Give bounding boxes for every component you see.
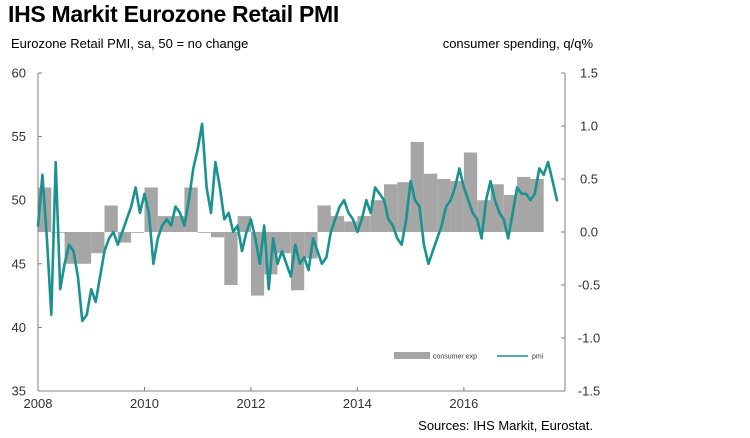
legend-bar-swatch — [394, 352, 430, 359]
x-tick-label: 2008 — [24, 396, 53, 411]
consumer-exp-bar — [437, 179, 451, 232]
x-tick-label: 2016 — [449, 396, 478, 411]
pmi-line-layer — [36, 122, 559, 323]
legend-label-consumer-exp: consumer exp — [433, 354, 477, 361]
consumer-exp-bar — [277, 232, 291, 254]
consumer-exp-bar — [450, 181, 464, 232]
right-tick-label: 0.5 — [580, 172, 598, 187]
x-tick-label: 2010 — [130, 396, 159, 411]
pmi-line — [36, 122, 559, 323]
x-tick-label: 2014 — [343, 396, 372, 411]
consumer-exp-bar — [117, 232, 132, 243]
consumer-exp-bar — [131, 232, 145, 233]
left-tick-label: 55 — [12, 129, 26, 144]
consumer-exp-bar — [144, 187, 158, 232]
right-tick-label: 0.0 — [580, 225, 598, 240]
consumer-exp-bar — [91, 232, 105, 254]
left-tick-label: 60 — [12, 66, 26, 81]
consumer-exp-bar — [517, 176, 531, 232]
consumer-exp-bar — [197, 232, 211, 233]
left-tick-label: 50 — [12, 193, 26, 208]
consumer-exp-bar — [224, 232, 238, 285]
consumer-exp-bar — [384, 184, 398, 232]
consumer-exp-bar — [344, 221, 358, 232]
right-axis-label: consumer spending, q/q% — [442, 36, 593, 51]
left-tick-label: 40 — [12, 320, 26, 335]
chart-axes: 35 40 45 50 55 60 -1.5 -1.0 -0.5 0.0 0.5 1.0 1.5 2008… — [12, 66, 601, 412]
right-tick-label: -1.0 — [578, 331, 600, 346]
legend: consumer exp pmi — [394, 352, 544, 361]
consumer-exp-bar — [423, 173, 438, 232]
consumer-exp-bar — [211, 232, 225, 238]
legend-label-pmi: pmi — [532, 354, 544, 361]
right-tick-label: 1.0 — [580, 119, 598, 134]
source-note: Sources: IHS Markit, Eurostat. — [418, 418, 593, 433]
right-tick-label: -0.5 — [578, 278, 600, 293]
x-tick-label: 2012 — [236, 396, 265, 411]
left-axis-label: Eurozone Retail PMI, sa, 50 = no change — [11, 36, 249, 51]
right-tick-label: 1.5 — [580, 66, 598, 81]
consumer-exp-bar — [171, 216, 185, 232]
consumer-exp-bar — [463, 152, 478, 232]
consumer-exp-bar — [104, 205, 118, 232]
consumer-exp-bar — [370, 200, 384, 232]
consumer-exp-bar — [530, 179, 544, 232]
consumer-exp-bar — [77, 232, 92, 264]
consumer-exp-bar — [317, 205, 331, 232]
left-tick-label: 35 — [12, 384, 26, 399]
chart-title: IHS Markit Eurozone Retail PMI — [8, 1, 339, 27]
right-tick-label: -1.5 — [578, 384, 600, 399]
left-tick-label: 45 — [12, 256, 26, 271]
